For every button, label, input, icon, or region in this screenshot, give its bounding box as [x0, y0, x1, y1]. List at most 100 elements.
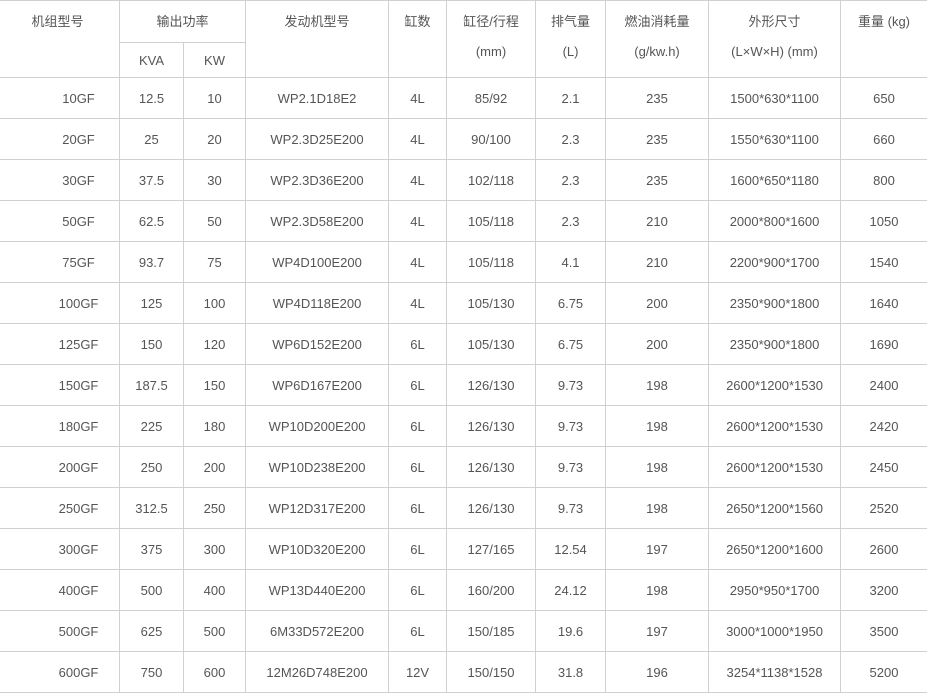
- header-fuel-consumption: 燃油消耗量 (g/kw.h): [605, 0, 710, 78]
- cell-weight: 1540: [840, 241, 927, 283]
- cell-displacement: 19.6: [535, 610, 607, 652]
- table-row: 10GF 12.5 10 WP2.1D18E2 4L 85/92 2.1 235 1500*63…: [0, 77, 927, 119]
- cell-kva: 150: [119, 323, 184, 365]
- cell-kva: 37.5: [119, 159, 184, 201]
- cell-fuel-consumption: 197: [605, 528, 710, 570]
- cell-dimensions: 2650*1200*1560: [708, 487, 842, 529]
- cell-kw: 600: [182, 651, 247, 693]
- cell-kw: 120: [182, 323, 247, 365]
- table-row: 150GF 187.5 150 WP6D167E200 6L 126/130 9.73 198…: [0, 364, 927, 406]
- cell-weight: 800: [840, 159, 927, 201]
- cell-displacement: 4.1: [535, 241, 607, 283]
- cell-dimensions: 1500*630*1100: [708, 77, 842, 119]
- cell-engine-model: WP10D238E200: [245, 446, 390, 488]
- cell-kw: 20: [182, 118, 247, 160]
- cell-model: 100GF: [0, 282, 120, 324]
- cell-dimensions: 1550*630*1100: [708, 118, 842, 160]
- cell-kw: 200: [182, 446, 247, 488]
- cell-kva: 12.5: [119, 77, 184, 119]
- cell-fuel-consumption: 210: [605, 200, 710, 242]
- cell-model: 600GF: [0, 651, 120, 693]
- table-row: 300GF 375 300 WP10D320E200 6L 127/165 12.54 197…: [0, 528, 927, 570]
- header-displacement-label: 排气量: [551, 14, 591, 29]
- cell-displacement: 2.3: [535, 159, 607, 201]
- cell-bore-stroke: 90/100: [446, 118, 537, 160]
- table-row: 250GF 312.5 250 WP12D317E200 6L 126/130 9.73 19…: [0, 487, 927, 529]
- cell-bore-stroke: 127/165: [446, 528, 537, 570]
- cell-dimensions: 1600*650*1180: [708, 159, 842, 201]
- cell-displacement: 9.73: [535, 364, 607, 406]
- cell-bore-stroke: 126/130: [446, 446, 537, 488]
- cell-dimensions: 2350*900*1800: [708, 282, 842, 324]
- cell-kw: 300: [182, 528, 247, 570]
- cell-model: 150GF: [0, 364, 120, 406]
- cell-displacement: 2.3: [535, 200, 607, 242]
- cell-kw: 30: [182, 159, 247, 201]
- cell-model: 75GF: [0, 241, 120, 283]
- table-row: 50GF 62.5 50 WP2.3D58E200 4L 105/118 2.3 210 200…: [0, 200, 927, 242]
- cell-cylinders: 6L: [388, 446, 448, 488]
- cell-kw: 150: [182, 364, 247, 406]
- cell-kva: 25: [119, 118, 184, 160]
- cell-dimensions: 2600*1200*1530: [708, 405, 842, 447]
- cell-cylinders: 12V: [388, 651, 448, 693]
- cell-fuel-consumption: 198: [605, 364, 710, 406]
- cell-engine-model: WP2.3D36E200: [245, 159, 390, 201]
- header-output-power: 输出功率: [118, 0, 247, 43]
- header-bore-stroke-unit: (mm): [475, 44, 507, 59]
- cell-displacement: 9.73: [535, 446, 607, 488]
- table-row: 500GF 625 500 6M33D572E200 6L 150/185 19.6 197 3…: [0, 610, 927, 652]
- cell-fuel-consumption: 198: [605, 446, 710, 488]
- cell-cylinders: 4L: [388, 282, 448, 324]
- cell-bore-stroke: 105/118: [446, 200, 537, 242]
- header-bore-stroke-label: 缸径/行程: [463, 14, 519, 29]
- cell-cylinders: 6L: [388, 364, 448, 406]
- header-dimensions: 外形尺寸 (L×W×H) (mm): [708, 0, 842, 78]
- cell-bore-stroke: 85/92: [446, 77, 537, 119]
- cell-fuel-consumption: 196: [605, 651, 710, 693]
- header-dimensions-unit: (L×W×H) (mm): [731, 44, 818, 59]
- cell-cylinders: 6L: [388, 487, 448, 529]
- cell-cylinders: 6L: [388, 528, 448, 570]
- header-engine-model: 发动机型号: [245, 0, 390, 78]
- cell-weight: 1050: [840, 200, 927, 242]
- header-model: 机组型号: [0, 0, 120, 78]
- cell-bore-stroke: 150/150: [446, 651, 537, 693]
- cell-dimensions: 2200*900*1700: [708, 241, 842, 283]
- table-row: 400GF 500 400 WP13D440E200 6L 160/200 24.12 198…: [0, 569, 927, 611]
- table-row: 125GF 150 120 WP6D152E200 6L 105/130 6.75 200 23…: [0, 323, 927, 365]
- cell-dimensions: 2600*1200*1530: [708, 364, 842, 406]
- cell-model: 300GF: [0, 528, 120, 570]
- cell-fuel-consumption: 198: [605, 405, 710, 447]
- cell-fuel-consumption: 210: [605, 241, 710, 283]
- cell-engine-model: 12M26D748E200: [245, 651, 390, 693]
- cell-engine-model: WP6D152E200: [245, 323, 390, 365]
- cell-fuel-consumption: 235: [605, 118, 710, 160]
- header-kva: KVA: [119, 42, 184, 78]
- cell-engine-model: WP2.3D25E200: [245, 118, 390, 160]
- cell-model: 500GF: [0, 610, 120, 652]
- cell-displacement: 12.54: [535, 528, 607, 570]
- cell-displacement: 31.8: [535, 651, 607, 693]
- cell-model: 125GF: [0, 323, 120, 365]
- cell-kw: 50: [182, 200, 247, 242]
- cell-kva: 225: [119, 405, 184, 447]
- cell-bore-stroke: 126/130: [446, 487, 537, 529]
- cell-cylinders: 4L: [388, 77, 448, 119]
- header-cylinders: 缸数: [388, 0, 448, 78]
- table-row: 75GF 93.7 75 WP4D100E200 4L 105/118 4.1 210 2200…: [0, 241, 927, 283]
- cell-bore-stroke: 105/130: [446, 282, 537, 324]
- cell-kva: 750: [119, 651, 184, 693]
- cell-displacement: 9.73: [535, 487, 607, 529]
- cell-kw: 100: [182, 282, 247, 324]
- cell-dimensions: 3000*1000*1950: [708, 610, 842, 652]
- cell-bore-stroke: 126/130: [446, 405, 537, 447]
- cell-fuel-consumption: 200: [605, 282, 710, 324]
- table-row: 180GF 225 180 WP10D200E200 6L 126/130 9.73 198 2…: [0, 405, 927, 447]
- cell-displacement: 9.73: [535, 405, 607, 447]
- header-kw: KW: [182, 42, 247, 78]
- cell-kva: 62.5: [119, 200, 184, 242]
- cell-cylinders: 6L: [388, 610, 448, 652]
- cell-kva: 500: [119, 569, 184, 611]
